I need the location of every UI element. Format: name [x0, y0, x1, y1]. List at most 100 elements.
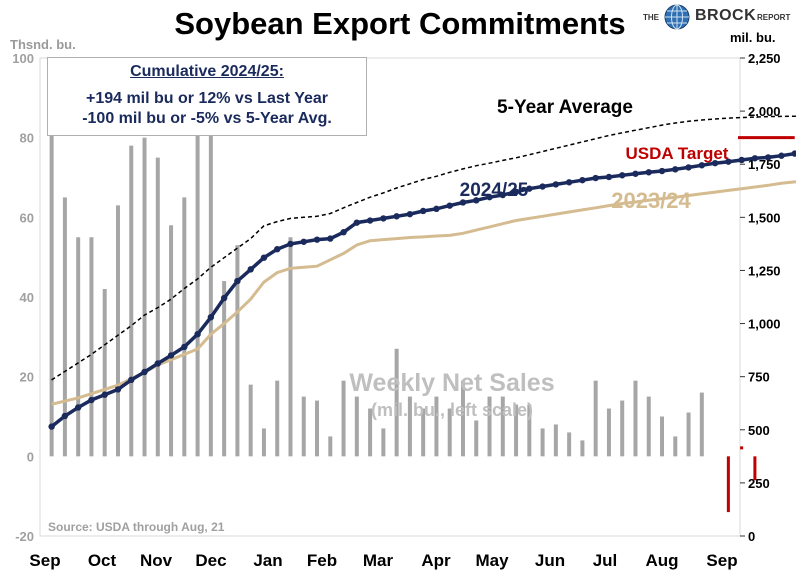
- weekly-sales-bar: [593, 380, 598, 457]
- weekly-sales-bar: [646, 396, 651, 457]
- point-2024-25: [287, 240, 294, 248]
- x-axis-label: Jan: [253, 551, 282, 570]
- point-2024-25: [738, 156, 745, 164]
- left-axis-tick-label: 40: [20, 290, 34, 305]
- point-2024-25: [247, 266, 254, 273]
- weekly-sales-bar: [315, 400, 320, 457]
- weekly-sales-dot: [740, 446, 744, 450]
- weekly-sales-bar: [328, 436, 333, 457]
- page-title: Soybean Export Commitments: [174, 6, 626, 41]
- weekly-sales-bar: [62, 197, 67, 457]
- weekly-sales-bar: [660, 416, 665, 457]
- usda-target-label: USDA Target: [626, 144, 729, 163]
- point-2024-25: [685, 164, 692, 171]
- point-2024-25: [698, 162, 706, 169]
- five-year-average-label: 5-Year Average: [497, 97, 633, 118]
- weekly-sales-bar: [102, 289, 107, 457]
- logo-brock-text: BROCK: [695, 7, 757, 24]
- weekly-sales-bar: [633, 380, 638, 457]
- x-axis-label: Sep: [706, 551, 737, 570]
- source-label: Source: USDA through Aug, 21: [48, 520, 225, 534]
- summary-line-1: +194 mil bu or 12% vs Last Year: [85, 90, 329, 107]
- point-2024-25: [128, 376, 135, 384]
- weekly-sales-bar: [540, 428, 545, 457]
- point-2024-25: [353, 219, 361, 226]
- right-axis-tick-label: 2,250: [748, 51, 781, 66]
- point-2024-25: [778, 152, 785, 159]
- left-axis-tick-label: 20: [20, 370, 34, 385]
- x-axis-label: Feb: [307, 551, 337, 570]
- x-axis-label: Nov: [140, 551, 173, 570]
- right-axis-tick-label: 0: [748, 529, 755, 544]
- weekly-sales-bar: [301, 396, 306, 457]
- line-5-year-average: [51, 115, 796, 381]
- weekly-sales-bar: [368, 408, 373, 457]
- right-axis-tick-label: 1,250: [748, 263, 781, 278]
- line-2023-24: [51, 180, 796, 406]
- weekly-sales-bar: [474, 420, 479, 457]
- weekly-sales-bar: [699, 392, 704, 457]
- point-2024-25: [380, 215, 387, 222]
- weekly-sales-bar: [195, 97, 200, 457]
- point-2024-25: [393, 213, 400, 220]
- summary-line-2: -100 mil bu or -5% vs 5-Year Avg.: [82, 110, 332, 127]
- point-2024-25: [552, 181, 560, 188]
- point-2024-25: [565, 179, 573, 186]
- point-2024-25: [234, 277, 241, 285]
- point-2024-25: [791, 150, 796, 157]
- point-2024-25: [486, 193, 493, 201]
- summary-box: Cumulative 2024/25: +194 mil bu or 12% v…: [47, 57, 367, 136]
- weekly-sales-bar: [142, 137, 147, 457]
- series-2023-24-label: 2023/24: [611, 188, 691, 213]
- point-2024-25: [88, 396, 95, 404]
- weekly-sales-bar: [115, 205, 120, 457]
- point-2024-25: [672, 166, 679, 173]
- point-2024-25: [725, 158, 732, 165]
- point-2024-25: [366, 217, 374, 224]
- x-axis-label: Sep: [29, 551, 60, 570]
- left-axis-tick-label: 0: [27, 449, 34, 464]
- weekly-sales-bar: [182, 197, 187, 457]
- weekly-sales-bar: [129, 145, 134, 457]
- weekly-sales-bar: [514, 404, 519, 457]
- weekly-sales-bar: [288, 237, 293, 457]
- weekly-sales-bar: [354, 396, 359, 457]
- point-2024-25: [154, 360, 161, 367]
- point-2024-25: [433, 205, 440, 213]
- left-axis-tick-label: 60: [20, 210, 34, 225]
- logo-report-text: REPORT: [757, 13, 791, 22]
- weekly-sales-bar: [606, 408, 611, 457]
- weekly-sales-bar: [235, 245, 240, 457]
- point-2024-25: [579, 176, 586, 184]
- point-2024-25: [207, 313, 215, 321]
- right-axis-tick-label: 500: [748, 423, 770, 438]
- point-2024-25: [751, 155, 759, 162]
- logo-the-text: THE: [643, 13, 659, 22]
- weekly-sales-bar: [222, 281, 227, 457]
- weekly-sales-bar: [89, 237, 94, 457]
- weekly-sales-bar: [49, 97, 54, 457]
- weekly-sales-bar: [567, 432, 572, 457]
- point-2024-25: [526, 185, 533, 192]
- right-axis-unit: mil. bu.: [730, 30, 776, 45]
- weekly-sales-bar: [487, 396, 492, 457]
- weekly-sales-bar: [686, 412, 691, 457]
- point-2024-25: [512, 188, 520, 196]
- point-2024-25: [645, 169, 652, 176]
- x-axis-label: Mar: [363, 551, 394, 570]
- weekly-sales-bar: [394, 348, 399, 457]
- weekly-sales-bar: [381, 428, 386, 457]
- right-axis-tick-label: 1,000: [748, 317, 781, 332]
- right-axis-tick-label: 750: [748, 370, 770, 385]
- weekly-sales-bar: [447, 408, 452, 457]
- point-2024-25: [194, 330, 201, 338]
- plot-frame: [39, 57, 741, 537]
- point-2024-25: [327, 235, 334, 242]
- left-axis-tick-label: -20: [15, 529, 34, 544]
- weekly-sales-bar: [434, 396, 439, 457]
- left-axis-tick-label: 100: [12, 51, 34, 66]
- weekly-sales-negative-bar: [726, 456, 730, 513]
- weekly-sales-bar: [527, 404, 532, 457]
- x-axis-label: Oct: [88, 551, 117, 570]
- weekly-sales-bar: [248, 384, 253, 457]
